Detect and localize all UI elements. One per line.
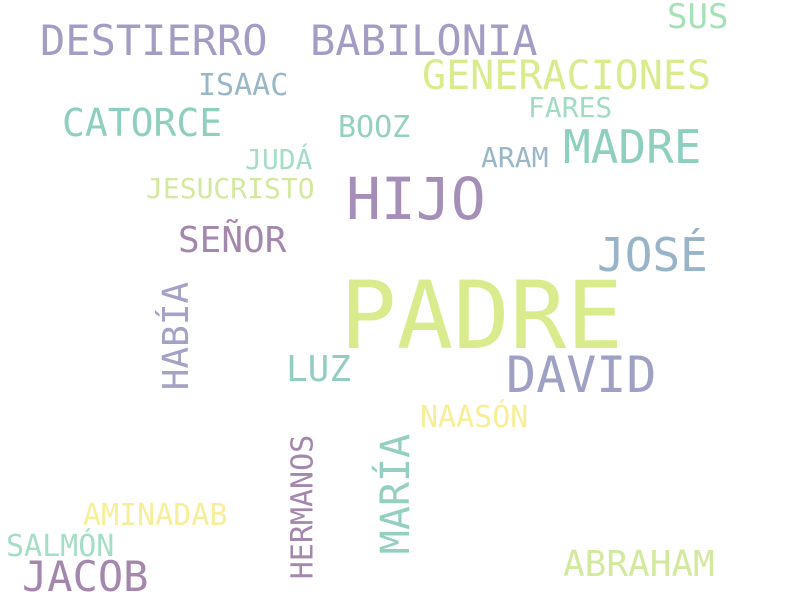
word-habia: HABÍA bbox=[156, 281, 198, 391]
word-generaciones: GENERACIONES bbox=[422, 53, 711, 99]
word-aram: ARAM bbox=[481, 141, 549, 174]
word-naason: NAASÓN bbox=[420, 400, 529, 435]
word-babilonia: BABILONIA bbox=[310, 16, 538, 65]
word-isaac: ISAAC bbox=[198, 68, 289, 103]
word-hermanos: HERMANOS bbox=[285, 434, 321, 580]
word-madre: MADRE bbox=[563, 120, 702, 174]
word-catorce: CATORCE bbox=[62, 101, 223, 145]
word-juda: JUDÁ bbox=[245, 143, 313, 176]
word-senor: SEÑOR bbox=[178, 220, 287, 261]
word-fares: FARES bbox=[528, 91, 613, 124]
word-booz: BOOZ bbox=[338, 110, 411, 145]
word-sus: SUS bbox=[667, 0, 729, 37]
word-abraham: ABRAHAM bbox=[563, 544, 715, 585]
word-luz: LUZ bbox=[286, 349, 352, 390]
word-aminadab: AMINADAB bbox=[83, 498, 228, 533]
word-maria: MARÍA bbox=[373, 433, 420, 555]
word-jose: JOSÉ bbox=[597, 228, 708, 282]
word-salmon: SALMÓN bbox=[6, 529, 115, 564]
word-david: DAVID bbox=[506, 346, 657, 404]
word-hijo: HIJO bbox=[346, 165, 486, 233]
word-jesucristo: JESUCRISTO bbox=[146, 172, 315, 205]
word-jacob: JACOB bbox=[22, 552, 149, 601]
word-padre: PADRE bbox=[340, 262, 623, 371]
word-destierro: DESTIERRO bbox=[40, 16, 268, 65]
